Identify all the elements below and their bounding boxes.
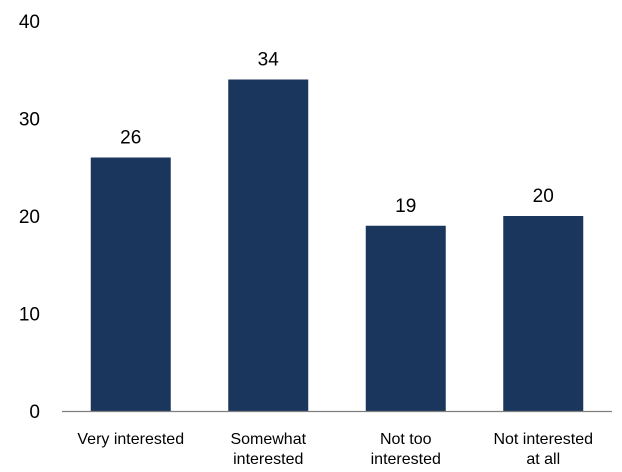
bar xyxy=(503,216,584,411)
y-tick-label: 10 xyxy=(19,305,40,326)
category-labels: Very interested Somewhat interested Not too… xyxy=(77,431,593,468)
y-tick-label: 30 xyxy=(19,110,40,131)
bar xyxy=(228,79,309,411)
category-label: Not too interested xyxy=(371,431,441,468)
category-label: Somewhat interested xyxy=(230,431,306,468)
data-labels: 26 34 19 20 xyxy=(120,50,554,217)
y-axis-tick-labels: 0 10 20 30 40 xyxy=(19,12,40,423)
data-label: 34 xyxy=(258,50,280,71)
category-label: Not interested at all xyxy=(493,431,593,468)
bars xyxy=(90,79,584,411)
data-label: 20 xyxy=(533,186,554,207)
data-label: 19 xyxy=(395,196,416,217)
y-tick-label: 0 xyxy=(29,402,40,423)
data-label: 26 xyxy=(120,128,141,149)
category-label: Very interested xyxy=(77,431,184,448)
y-tick-label: 40 xyxy=(19,12,40,33)
y-tick-label: 20 xyxy=(19,207,40,228)
bar xyxy=(90,157,171,411)
bar xyxy=(365,225,446,411)
